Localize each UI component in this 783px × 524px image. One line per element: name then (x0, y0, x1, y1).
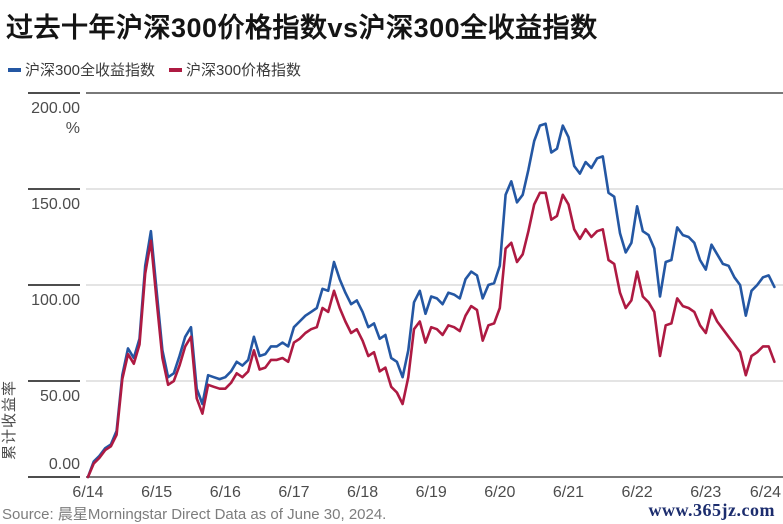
y-tick-label: 50.00 (40, 388, 80, 405)
x-tick-label: 6/23 (690, 484, 721, 501)
x-tick-label: 6/24 (750, 484, 781, 501)
x-tick-label: 6/20 (484, 484, 515, 501)
y-tick-label: 0.00 (49, 456, 80, 473)
x-tick-label: 6/14 (72, 484, 103, 501)
x-tick-label: 6/21 (553, 484, 584, 501)
legend-item-price: 沪深300价格指数 (169, 59, 301, 80)
x-tick-label: 6/17 (278, 484, 309, 501)
legend-label: 沪深300全收益指数 (25, 62, 156, 79)
x-tick-label: 6/19 (416, 484, 447, 501)
series-line-price (86, 191, 776, 479)
legend-swatch-red-icon (169, 67, 183, 72)
legend-label: 沪深300价格指数 (186, 62, 302, 79)
y-axis-unit: % (66, 120, 80, 137)
y-tick-label: 150.00 (31, 196, 80, 213)
series-line-total-return (86, 122, 776, 479)
y-tick-label: 200.00 (31, 100, 80, 117)
legend-item-total-return: 沪深300全收益指数 (8, 59, 155, 80)
legend-swatch-blue-icon (8, 67, 21, 72)
x-tick-label: 6/15 (141, 484, 172, 501)
x-tick-label: 6/16 (210, 484, 241, 501)
y-tick-label: 100.00 (31, 292, 80, 309)
watermark-link: www.365jz.com (648, 500, 775, 520)
page-title: 过去十年沪深300价格指数vs沪深300全收益指数 (6, 13, 598, 43)
y-axis-title: 累计收益率 (1, 380, 18, 460)
x-tick-label: 6/18 (347, 484, 378, 501)
x-tick-label: 6/22 (622, 484, 653, 501)
source-note: Source: 晨星Morningstar Direct Data as of … (2, 506, 387, 523)
chart-legend: 沪深300全收益指数 沪深300价格指数 (8, 59, 301, 80)
